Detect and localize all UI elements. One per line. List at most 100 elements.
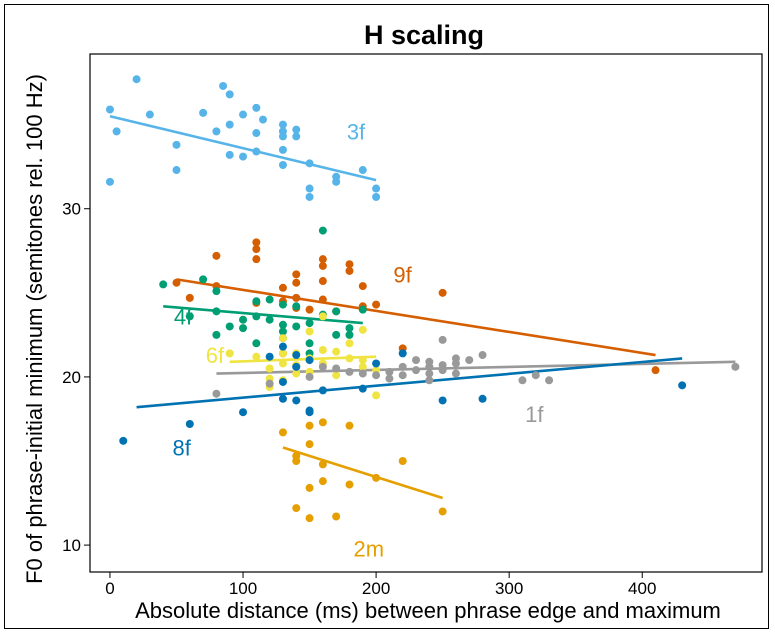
point-1f — [318, 362, 327, 371]
point-6f — [252, 352, 261, 361]
y-axis: 10 20 30 — [62, 200, 90, 555]
fit-line-4f — [163, 304, 363, 325]
point-3f — [112, 127, 121, 136]
point-1f — [545, 376, 554, 385]
point-3f — [372, 192, 381, 201]
point-6f — [372, 391, 381, 400]
point-6f — [318, 346, 327, 354]
point-9f — [438, 288, 447, 297]
point-3f — [252, 147, 261, 156]
fit-line-8f — [136, 357, 683, 409]
point-3f — [252, 103, 261, 112]
point-2m — [372, 473, 381, 482]
point-3f — [132, 75, 141, 84]
point-8f — [278, 342, 287, 351]
point-4f — [292, 302, 301, 311]
point-2m — [318, 477, 327, 486]
chart-title: H scaling — [364, 20, 484, 50]
point-2m — [278, 428, 287, 437]
point-1f — [412, 366, 421, 375]
point-6f — [332, 347, 341, 356]
y-axis-label: F0 of phrase-initial minimum (semitones … — [22, 74, 47, 584]
series-label-6f: 6f — [206, 343, 225, 368]
point-4f — [212, 307, 221, 316]
fit-line-2m — [282, 446, 444, 500]
point-1f — [345, 367, 354, 376]
point-1f — [438, 335, 447, 344]
point-3f — [239, 110, 248, 119]
x-axis-label: Absolute distance (ms) between phrase ed… — [135, 598, 721, 623]
point-2m — [438, 507, 447, 516]
series-label-9f: 9f — [393, 262, 412, 287]
point-3f — [258, 115, 267, 124]
point-9f — [358, 282, 367, 291]
series-label-8f: 8f — [173, 436, 192, 461]
point-4f — [332, 330, 341, 339]
point-1f — [265, 379, 274, 388]
point-1f — [438, 366, 447, 375]
point-8f — [398, 349, 407, 358]
point-2m — [305, 514, 314, 523]
point-3f — [305, 192, 314, 201]
point-4f — [159, 280, 168, 289]
point-4f — [292, 322, 301, 331]
point-3f — [225, 90, 234, 99]
point-9f — [305, 305, 314, 314]
point-9f — [185, 293, 194, 302]
point-6f — [225, 349, 234, 358]
series-labels: 3f 9f 4f 6f 1f 8f 2m — [173, 119, 545, 561]
point-1f — [385, 374, 394, 383]
point-8f — [278, 394, 287, 403]
point-3f — [199, 108, 208, 117]
point-9f — [292, 278, 301, 287]
point-8f — [438, 396, 447, 405]
fit-lines — [109, 114, 736, 500]
point-4f — [185, 312, 194, 321]
point-4f — [212, 330, 221, 339]
point-4f — [252, 312, 261, 321]
point-1f — [425, 376, 434, 385]
point-3f — [292, 125, 301, 134]
point-9f — [278, 283, 287, 292]
point-4f — [252, 339, 261, 348]
point-4f — [278, 300, 287, 309]
point-9f — [172, 278, 181, 287]
point-6f — [278, 359, 287, 368]
point-3f — [225, 120, 234, 129]
point-4f — [305, 319, 314, 328]
x-tick-label: 300 — [495, 579, 523, 598]
plot-frame — [4, 4, 769, 629]
point-6f — [358, 362, 367, 371]
point-4f — [265, 315, 274, 324]
point-8f — [185, 420, 194, 428]
point-1f — [372, 371, 381, 380]
point-6f — [358, 356, 367, 365]
point-2m — [318, 460, 327, 469]
point-1f — [518, 376, 527, 385]
point-8f — [292, 362, 301, 371]
x-tick-label: 400 — [628, 579, 656, 598]
point-8f — [239, 408, 248, 417]
point-9f — [345, 266, 354, 275]
point-3f — [145, 110, 154, 119]
point-8f — [292, 396, 301, 405]
point-4f — [332, 307, 341, 316]
point-4f — [278, 327, 287, 336]
point-2m — [305, 440, 314, 449]
point-1f — [731, 362, 740, 371]
point-3f — [278, 161, 287, 169]
point-3f — [292, 132, 301, 141]
point-2m — [292, 457, 301, 465]
point-2m — [305, 483, 314, 492]
x-tick-label: 100 — [229, 579, 257, 598]
point-1f — [398, 362, 407, 371]
point-3f — [105, 105, 114, 114]
point-6f — [265, 364, 274, 373]
point-8f — [305, 408, 314, 417]
point-4f — [225, 322, 234, 331]
series-label-3f: 3f — [347, 119, 366, 144]
point-8f — [292, 351, 301, 360]
point-1f — [425, 369, 434, 378]
point-3f — [239, 152, 248, 161]
